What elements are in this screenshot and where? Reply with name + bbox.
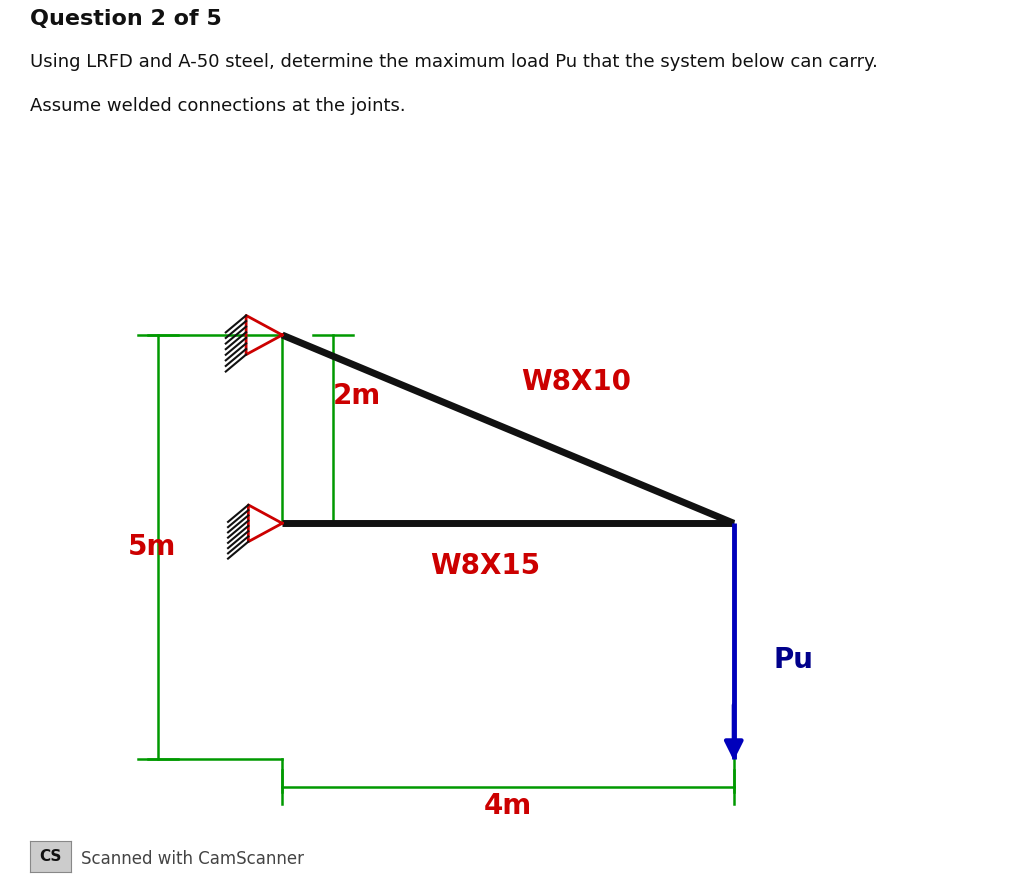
Text: Question 2 of 5: Question 2 of 5 <box>30 9 223 29</box>
Text: Pu: Pu <box>773 646 813 674</box>
Text: W8X15: W8X15 <box>431 552 541 580</box>
Text: Using LRFD and A-50 steel, determine the maximum load Pu that the system below c: Using LRFD and A-50 steel, determine the… <box>30 53 879 70</box>
Text: Assume welded connections at the joints.: Assume welded connections at the joints. <box>30 97 406 115</box>
Text: 4m: 4m <box>484 792 532 819</box>
Text: 2m: 2m <box>333 382 381 411</box>
Text: W8X10: W8X10 <box>521 368 631 396</box>
Text: 5m: 5m <box>128 533 177 561</box>
Text: CS: CS <box>40 849 62 864</box>
Text: Scanned with CamScanner: Scanned with CamScanner <box>81 850 304 868</box>
